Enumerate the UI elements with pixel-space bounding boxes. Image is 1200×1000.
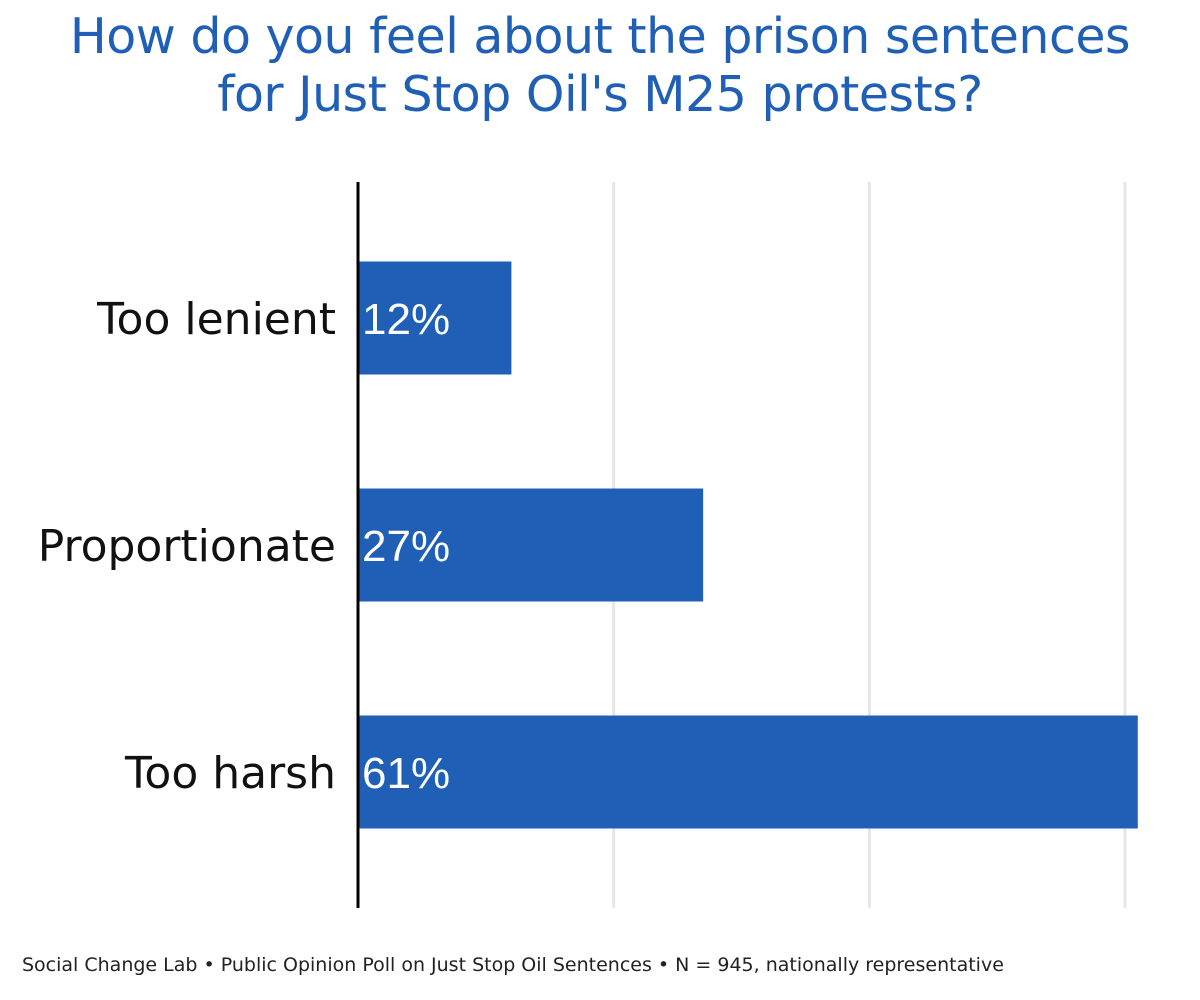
category-label-proportionate: Proportionate (38, 521, 336, 572)
chart-footer: Social Change Lab • Public Opinion Poll … (22, 954, 1004, 976)
bar-proportionate (358, 488, 704, 602)
value-label-too-harsh: 61% (362, 749, 450, 798)
bar-too-harsh (358, 715, 1138, 829)
bar-too-lenient (358, 261, 512, 375)
category-label-too-harsh: Too harsh (124, 748, 336, 799)
value-label-too-lenient: 12% (362, 295, 450, 344)
chart-title-line-1: How do you feel about the prison sentenc… (69, 8, 1131, 65)
category-label-too-lenient: Too lenient (96, 294, 336, 345)
chart-title-line-2: for Just Stop Oil's M25 protests? (217, 66, 983, 123)
value-label-proportionate: 27% (362, 522, 450, 571)
bar-chart: 12% Too lenient 27% Proportionate 61% Too har… (38, 182, 1138, 908)
chart-title: How do you feel about the prison sentenc… (0, 8, 1200, 124)
